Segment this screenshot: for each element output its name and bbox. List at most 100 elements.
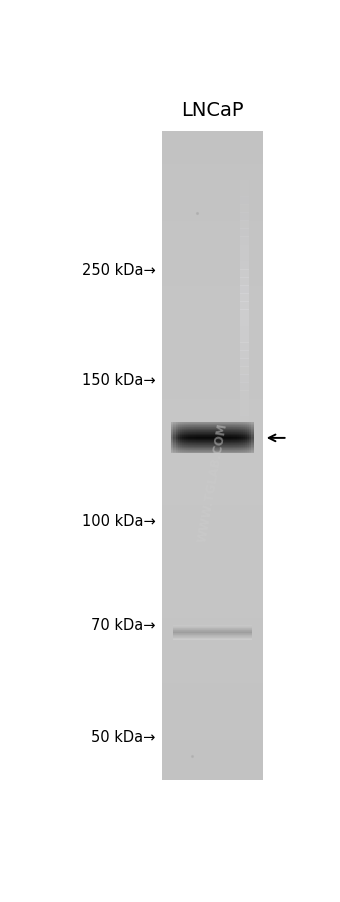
- Bar: [182, 423, 184, 454]
- Bar: [250, 423, 252, 454]
- Bar: [240, 464, 249, 473]
- Bar: [163, 262, 262, 271]
- Bar: [171, 439, 254, 440]
- Bar: [194, 423, 196, 454]
- Bar: [240, 302, 249, 311]
- Bar: [235, 423, 237, 454]
- Bar: [171, 433, 254, 434]
- Bar: [240, 764, 249, 772]
- Bar: [171, 430, 254, 431]
- Bar: [240, 278, 249, 287]
- Bar: [163, 577, 262, 586]
- Bar: [241, 423, 243, 454]
- Bar: [163, 375, 262, 383]
- Bar: [171, 437, 254, 438]
- Bar: [171, 434, 254, 435]
- Bar: [252, 423, 254, 454]
- Text: 50 kDa→: 50 kDa→: [91, 729, 156, 744]
- Bar: [171, 448, 254, 449]
- Bar: [163, 488, 262, 497]
- Bar: [184, 423, 186, 454]
- Bar: [171, 423, 254, 424]
- Bar: [163, 585, 262, 594]
- Bar: [240, 383, 249, 391]
- Bar: [171, 453, 254, 454]
- Bar: [163, 472, 262, 481]
- Bar: [163, 237, 262, 246]
- Bar: [163, 400, 262, 408]
- Bar: [240, 237, 249, 246]
- Bar: [163, 764, 262, 772]
- Bar: [240, 691, 249, 700]
- Bar: [240, 756, 249, 764]
- Bar: [171, 432, 254, 434]
- Bar: [171, 436, 254, 437]
- Bar: [171, 441, 254, 442]
- Bar: [171, 438, 254, 439]
- Bar: [240, 245, 249, 254]
- Text: 70 kDa→: 70 kDa→: [91, 618, 156, 632]
- Bar: [240, 626, 249, 635]
- Bar: [163, 634, 262, 643]
- Bar: [240, 569, 249, 578]
- Bar: [163, 675, 262, 684]
- Bar: [163, 423, 262, 432]
- Bar: [240, 707, 249, 716]
- Bar: [163, 286, 262, 295]
- Bar: [237, 423, 239, 454]
- Bar: [231, 423, 233, 454]
- Bar: [240, 132, 249, 141]
- Bar: [171, 450, 254, 451]
- Bar: [163, 691, 262, 700]
- Bar: [217, 423, 219, 454]
- Bar: [163, 667, 262, 676]
- Bar: [240, 213, 249, 222]
- Bar: [240, 683, 249, 692]
- Bar: [171, 423, 173, 454]
- Bar: [240, 148, 249, 157]
- Bar: [210, 423, 212, 454]
- Bar: [171, 451, 254, 452]
- Bar: [163, 229, 262, 238]
- Bar: [173, 632, 252, 633]
- Bar: [240, 180, 249, 189]
- Bar: [171, 438, 254, 439]
- Bar: [163, 732, 262, 740]
- Bar: [163, 351, 262, 359]
- Bar: [240, 594, 249, 603]
- Bar: [171, 445, 254, 446]
- Bar: [240, 335, 249, 343]
- Bar: [240, 732, 249, 740]
- Bar: [208, 423, 210, 454]
- Bar: [163, 359, 262, 367]
- Bar: [202, 423, 204, 454]
- Bar: [173, 625, 252, 626]
- Bar: [240, 488, 249, 497]
- Bar: [240, 359, 249, 367]
- Bar: [240, 318, 249, 327]
- Bar: [240, 310, 249, 318]
- Bar: [240, 553, 249, 562]
- Bar: [180, 423, 182, 454]
- Bar: [240, 699, 249, 708]
- Bar: [240, 221, 249, 230]
- Bar: [188, 423, 190, 454]
- Bar: [163, 172, 262, 181]
- Bar: [240, 520, 249, 529]
- Bar: [240, 480, 249, 489]
- Bar: [173, 628, 252, 629]
- Bar: [240, 529, 249, 538]
- Bar: [163, 504, 262, 513]
- Bar: [240, 585, 249, 594]
- Bar: [229, 423, 231, 454]
- Bar: [240, 610, 249, 619]
- Bar: [171, 430, 254, 431]
- Bar: [240, 723, 249, 732]
- Bar: [163, 270, 262, 279]
- Text: LNCaP: LNCaP: [181, 101, 244, 120]
- Bar: [173, 626, 252, 627]
- Bar: [163, 529, 262, 538]
- Text: 100 kDa→: 100 kDa→: [82, 514, 156, 529]
- Bar: [240, 715, 249, 723]
- Bar: [240, 675, 249, 684]
